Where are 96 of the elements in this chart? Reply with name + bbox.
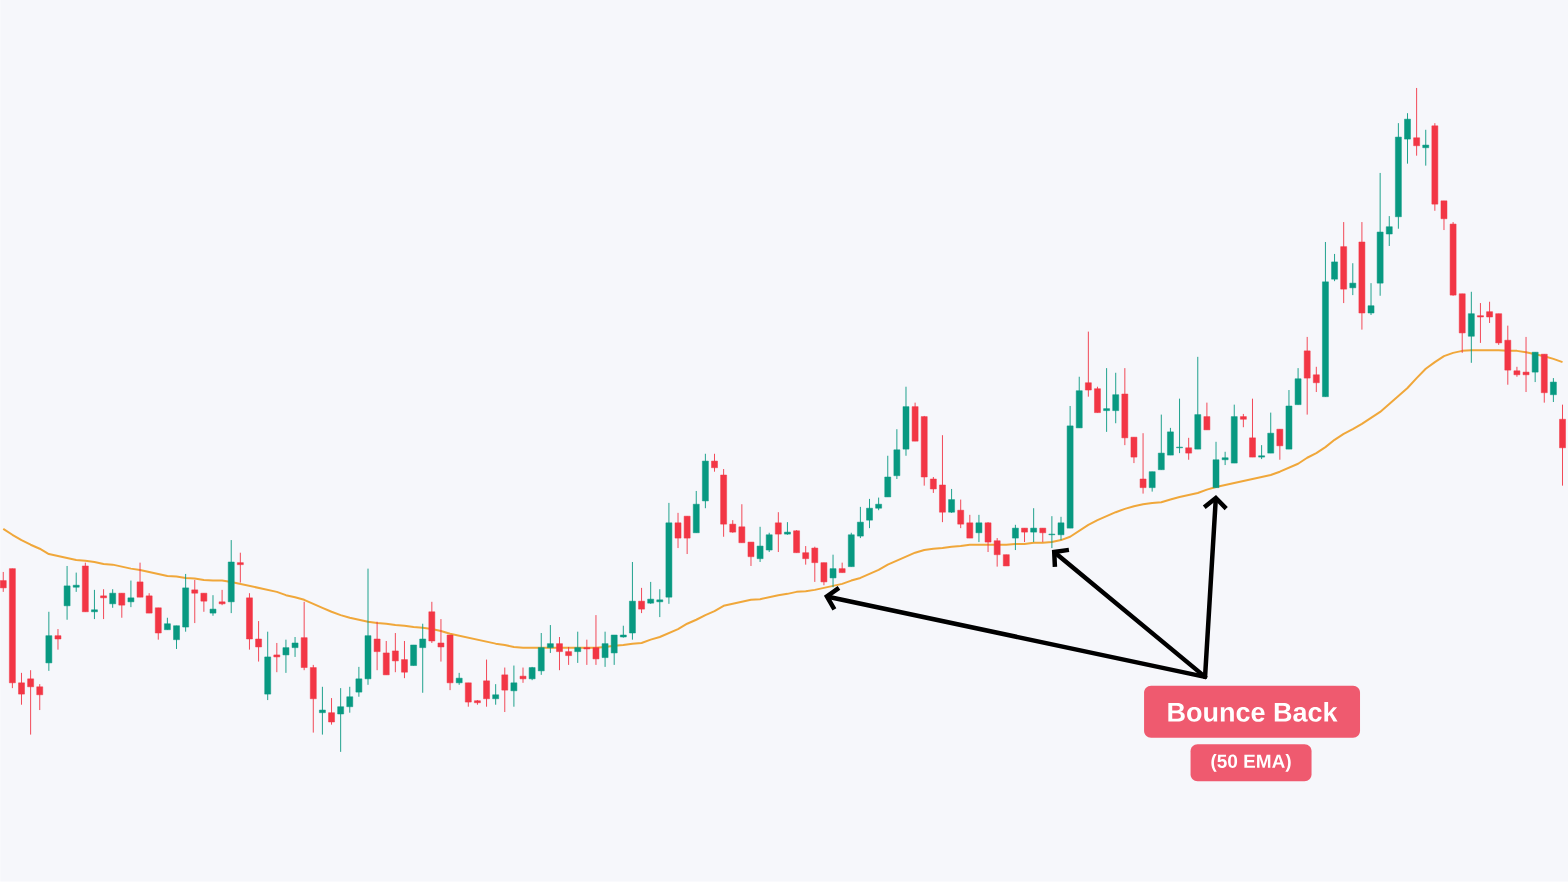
candlestick	[811, 546, 819, 583]
candlestick	[610, 634, 618, 666]
candlestick	[656, 588, 664, 618]
candlestick	[866, 498, 873, 529]
candlestick	[638, 587, 645, 614]
candlestick	[0, 571, 7, 593]
candlestick	[547, 624, 554, 654]
candlestick	[373, 621, 381, 671]
candlestick	[1185, 437, 1192, 461]
candlestick	[1531, 351, 1539, 383]
candlestick	[118, 592, 126, 619]
candlestick	[72, 572, 80, 593]
candlestick	[1349, 262, 1357, 296]
candlestick	[829, 554, 837, 588]
candlestick	[537, 632, 545, 676]
candlestick	[1386, 215, 1393, 247]
candlestick	[136, 562, 144, 598]
candlestick	[1331, 253, 1338, 282]
candlestick	[36, 683, 43, 711]
candlestick	[1139, 432, 1147, 495]
candlestick	[1158, 414, 1165, 471]
candlestick	[975, 514, 983, 543]
candlestick	[145, 592, 153, 614]
candlestick	[191, 579, 199, 624]
candlestick	[993, 537, 1001, 568]
candlestick	[346, 686, 354, 714]
candlestick	[1477, 302, 1484, 344]
candlestick	[392, 632, 399, 673]
candlestick	[1468, 291, 1475, 364]
candlestick	[218, 589, 226, 606]
candlestick	[273, 642, 281, 673]
candlestick	[319, 686, 326, 736]
candlestick	[127, 580, 135, 608]
candlestick	[1094, 386, 1101, 414]
candlestick	[820, 562, 828, 586]
candlestick	[100, 588, 107, 620]
candlestick	[483, 659, 490, 708]
text: (50 EMA)	[1211, 754, 1291, 772]
annotation: Bounce Back	[1168, 702, 1338, 722]
candlestick	[984, 521, 992, 553]
candlestick	[410, 644, 417, 667]
candlestick	[337, 687, 344, 753]
candlestick	[328, 697, 335, 726]
candlestick	[647, 581, 654, 605]
candlestick	[1167, 427, 1174, 456]
candlestick	[1413, 87, 1420, 157]
candlestick	[1148, 471, 1156, 493]
candlestick	[465, 682, 472, 708]
candlestick	[1404, 112, 1411, 165]
candlestick	[519, 667, 527, 684]
candlestick	[492, 683, 499, 706]
candlestick	[1276, 428, 1284, 461]
candlestick	[1203, 402, 1211, 431]
candlestick	[255, 620, 262, 663]
candlestick	[1486, 301, 1493, 324]
candlestick	[966, 514, 974, 539]
candlestick	[1550, 377, 1557, 403]
candlestick	[1367, 282, 1375, 316]
candlestick	[793, 529, 800, 554]
candlestick	[1030, 507, 1037, 543]
candlestick	[1422, 129, 1429, 167]
candlestick	[756, 526, 764, 563]
candlestick	[401, 640, 408, 679]
candlestick	[173, 625, 180, 650]
candlestick	[54, 628, 62, 651]
candlestick	[802, 545, 809, 566]
candlestick	[237, 552, 244, 584]
candlestick	[574, 631, 581, 664]
candlestick	[948, 488, 955, 514]
candlestick	[601, 631, 609, 668]
candlestick	[91, 589, 98, 620]
candlestick	[1313, 366, 1320, 393]
candlestick	[18, 672, 25, 706]
candlestick	[1085, 331, 1092, 398]
candlestick	[1249, 398, 1256, 458]
candlestick	[109, 588, 116, 609]
candlestick	[501, 667, 509, 713]
candlestick	[1267, 412, 1274, 454]
candlestick	[382, 640, 390, 676]
candlestick	[765, 532, 773, 553]
candlestick	[1176, 398, 1183, 454]
candlestick	[1112, 372, 1119, 424]
candlestick	[510, 665, 518, 708]
candlestick	[1130, 436, 1138, 464]
candlestick	[63, 565, 71, 621]
candlestick	[857, 506, 864, 539]
candlestick	[200, 592, 208, 613]
candlestick	[1103, 367, 1110, 433]
candlestick	[556, 636, 563, 671]
candlestick	[884, 455, 892, 498]
candlestick	[419, 623, 426, 694]
candlestick	[1012, 524, 1019, 551]
candlestick	[957, 499, 964, 529]
candlestick	[209, 594, 217, 617]
candlestick	[27, 669, 34, 736]
candlestick	[775, 511, 782, 553]
